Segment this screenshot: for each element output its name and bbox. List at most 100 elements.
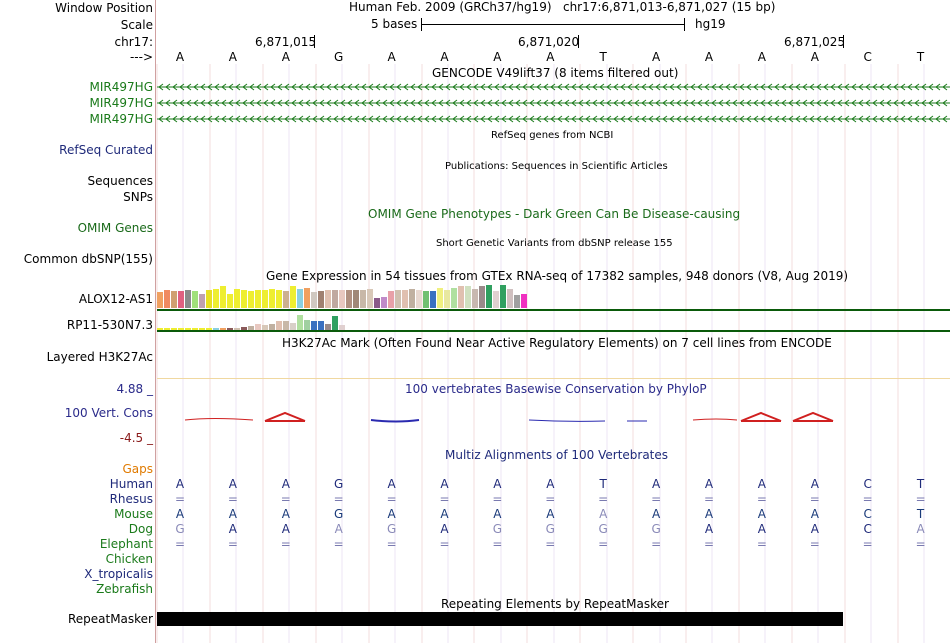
gtex-tissue-bar[interactable] (521, 294, 527, 308)
gtex-tissue-bar[interactable] (178, 291, 184, 308)
gtex-tissue-bar[interactable] (262, 325, 268, 330)
gtex-tissue-bar[interactable] (248, 291, 254, 308)
gtex-tissue-bar[interactable] (458, 286, 464, 308)
gtex-tissue-bar[interactable] (283, 321, 289, 330)
gtex-tissue-bar[interactable] (332, 316, 338, 330)
gtex-tissue-bar[interactable] (304, 288, 310, 308)
gencode-gene-label-1[interactable]: MIR497HG (89, 80, 153, 94)
gtex-tissue-bar[interactable] (206, 290, 212, 308)
gencode-gene-label-3[interactable]: MIR497HG (89, 112, 153, 126)
gtex-track-title[interactable]: Gene Expression in 54 tissues from GTEx … (266, 269, 849, 283)
gtex-tissue-bar[interactable] (444, 290, 450, 308)
species-label-x-tropicalis[interactable]: X_tropicalis (84, 567, 153, 581)
repeatmasker-track-label[interactable]: RepeatMasker (67, 612, 153, 626)
gencode-gene-feature-3[interactable] (157, 114, 950, 124)
gtex-tissue-bar[interactable] (465, 286, 471, 308)
gtex-tissue-bar[interactable] (192, 328, 198, 330)
gtex-tissue-bar[interactable] (395, 290, 401, 308)
gtex-tissue-bar[interactable] (199, 294, 205, 308)
gtex-tissue-bar[interactable] (423, 291, 429, 308)
gtex-tissue-bar[interactable] (297, 289, 303, 308)
gtex-tissue-bar[interactable] (451, 288, 457, 308)
gtex-tissue-bar[interactable] (311, 292, 317, 308)
gtex-gene-label-1[interactable]: ALOX12-AS1 (78, 292, 153, 306)
gtex-tissue-bar[interactable] (157, 292, 163, 308)
gtex-expression-bars-1[interactable] (157, 284, 537, 308)
refseq-track-label[interactable]: RefSeq Curated (59, 143, 153, 157)
gencode-track-title[interactable]: GENCODE V49lift37 (8 items filtered out) (432, 66, 679, 80)
gtex-tissue-bar[interactable] (332, 290, 338, 308)
gencode-gene-feature-2[interactable] (157, 98, 950, 108)
multiz-track-title[interactable]: Multiz Alignments of 100 Vertebrates (445, 448, 669, 462)
gtex-tissue-bar[interactable] (227, 294, 233, 308)
gtex-tissue-bar[interactable] (486, 285, 492, 308)
gtex-tissue-bar[interactable] (290, 323, 296, 330)
gtex-tissue-bar[interactable] (318, 321, 324, 330)
gtex-tissue-bar[interactable] (500, 285, 506, 308)
publications-label-sequences[interactable]: Sequences (87, 174, 153, 188)
gtex-tissue-bar[interactable] (374, 298, 380, 308)
gtex-tissue-bar[interactable] (290, 286, 296, 308)
dbsnp-track-label[interactable]: Common dbSNP(155) (23, 252, 153, 266)
gtex-tissue-bar[interactable] (220, 328, 226, 330)
gtex-tissue-bar[interactable] (479, 286, 485, 308)
gtex-tissue-bar[interactable] (255, 290, 261, 308)
gtex-tissue-bar[interactable] (234, 289, 240, 308)
gtex-tissue-bar[interactable] (318, 291, 324, 308)
phylop-signal[interactable] (157, 408, 950, 428)
gtex-tissue-bar[interactable] (185, 290, 191, 308)
gtex-tissue-bar[interactable] (514, 295, 520, 308)
publications-track-title[interactable]: Publications: Sequences in Scientific Ar… (445, 161, 668, 172)
omim-track-label[interactable]: OMIM Genes (77, 221, 153, 235)
gtex-tissue-bar[interactable] (437, 288, 443, 308)
gtex-tissue-bar[interactable] (157, 328, 163, 330)
gtex-tissue-bar[interactable] (178, 328, 184, 330)
gtex-tissue-bar[interactable] (472, 289, 478, 308)
gtex-tissue-bar[interactable] (241, 327, 247, 330)
gtex-tissue-bar[interactable] (276, 290, 282, 308)
species-label-chicken[interactable]: Chicken (105, 552, 153, 566)
gtex-tissue-bar[interactable] (283, 291, 289, 308)
gtex-tissue-bar[interactable] (206, 328, 212, 330)
refseq-track-title[interactable]: RefSeq genes from NCBI (491, 130, 614, 141)
gtex-tissue-bar[interactable] (507, 289, 513, 308)
gtex-tissue-bar[interactable] (276, 321, 282, 330)
gtex-tissue-bar[interactable] (367, 289, 373, 308)
gtex-tissue-bar[interactable] (255, 324, 261, 330)
gtex-tissue-bar[interactable] (430, 291, 436, 308)
gtex-tissue-bar[interactable] (346, 290, 352, 308)
gtex-tissue-bar[interactable] (381, 297, 387, 308)
gtex-tissue-bar[interactable] (360, 290, 366, 308)
gtex-tissue-bar[interactable] (213, 328, 219, 330)
gtex-tissue-bar[interactable] (241, 290, 247, 308)
dbsnp-track-title[interactable]: Short Genetic Variants from dbSNP releas… (436, 238, 673, 249)
species-label-rhesus[interactable]: Rhesus (109, 492, 153, 506)
gtex-tissue-bar[interactable] (220, 286, 226, 308)
gtex-tissue-bar[interactable] (227, 328, 233, 330)
gtex-tissue-bar[interactable] (269, 289, 275, 308)
species-label-zebrafish[interactable]: Zebrafish (96, 582, 153, 596)
species-label-dog[interactable]: Dog (128, 522, 153, 536)
gtex-tissue-bar[interactable] (262, 290, 268, 308)
gencode-gene-label-2[interactable]: MIR497HG (89, 96, 153, 110)
multiz-gaps-label[interactable]: Gaps (122, 462, 153, 476)
gtex-tissue-bar[interactable] (416, 290, 422, 308)
species-label-elephant[interactable]: Elephant (99, 537, 153, 551)
gencode-gene-feature-1[interactable] (157, 82, 950, 92)
gtex-tissue-bar[interactable] (325, 324, 331, 330)
gtex-tissue-bar[interactable] (192, 291, 198, 308)
gtex-tissue-bar[interactable] (234, 328, 240, 330)
gtex-tissue-bar[interactable] (269, 324, 275, 330)
h3k27ac-track-label[interactable]: Layered H3K27Ac (46, 350, 153, 364)
species-label-human[interactable]: Human (109, 477, 153, 491)
h3k27ac-track-title[interactable]: H3K27Ac Mark (Often Found Near Active Re… (282, 336, 832, 350)
gtex-tissue-bar[interactable] (353, 290, 359, 308)
gtex-tissue-bar[interactable] (171, 328, 177, 330)
gtex-tissue-bar[interactable] (297, 315, 303, 330)
gtex-tissue-bar[interactable] (402, 290, 408, 308)
gtex-tissue-bar[interactable] (164, 328, 170, 330)
gtex-tissue-bar[interactable] (339, 325, 345, 330)
phylop-track-title[interactable]: 100 vertebrates Basewise Conservation by… (405, 382, 707, 396)
gtex-tissue-bar[interactable] (339, 290, 345, 308)
gtex-tissue-bar[interactable] (164, 290, 170, 308)
